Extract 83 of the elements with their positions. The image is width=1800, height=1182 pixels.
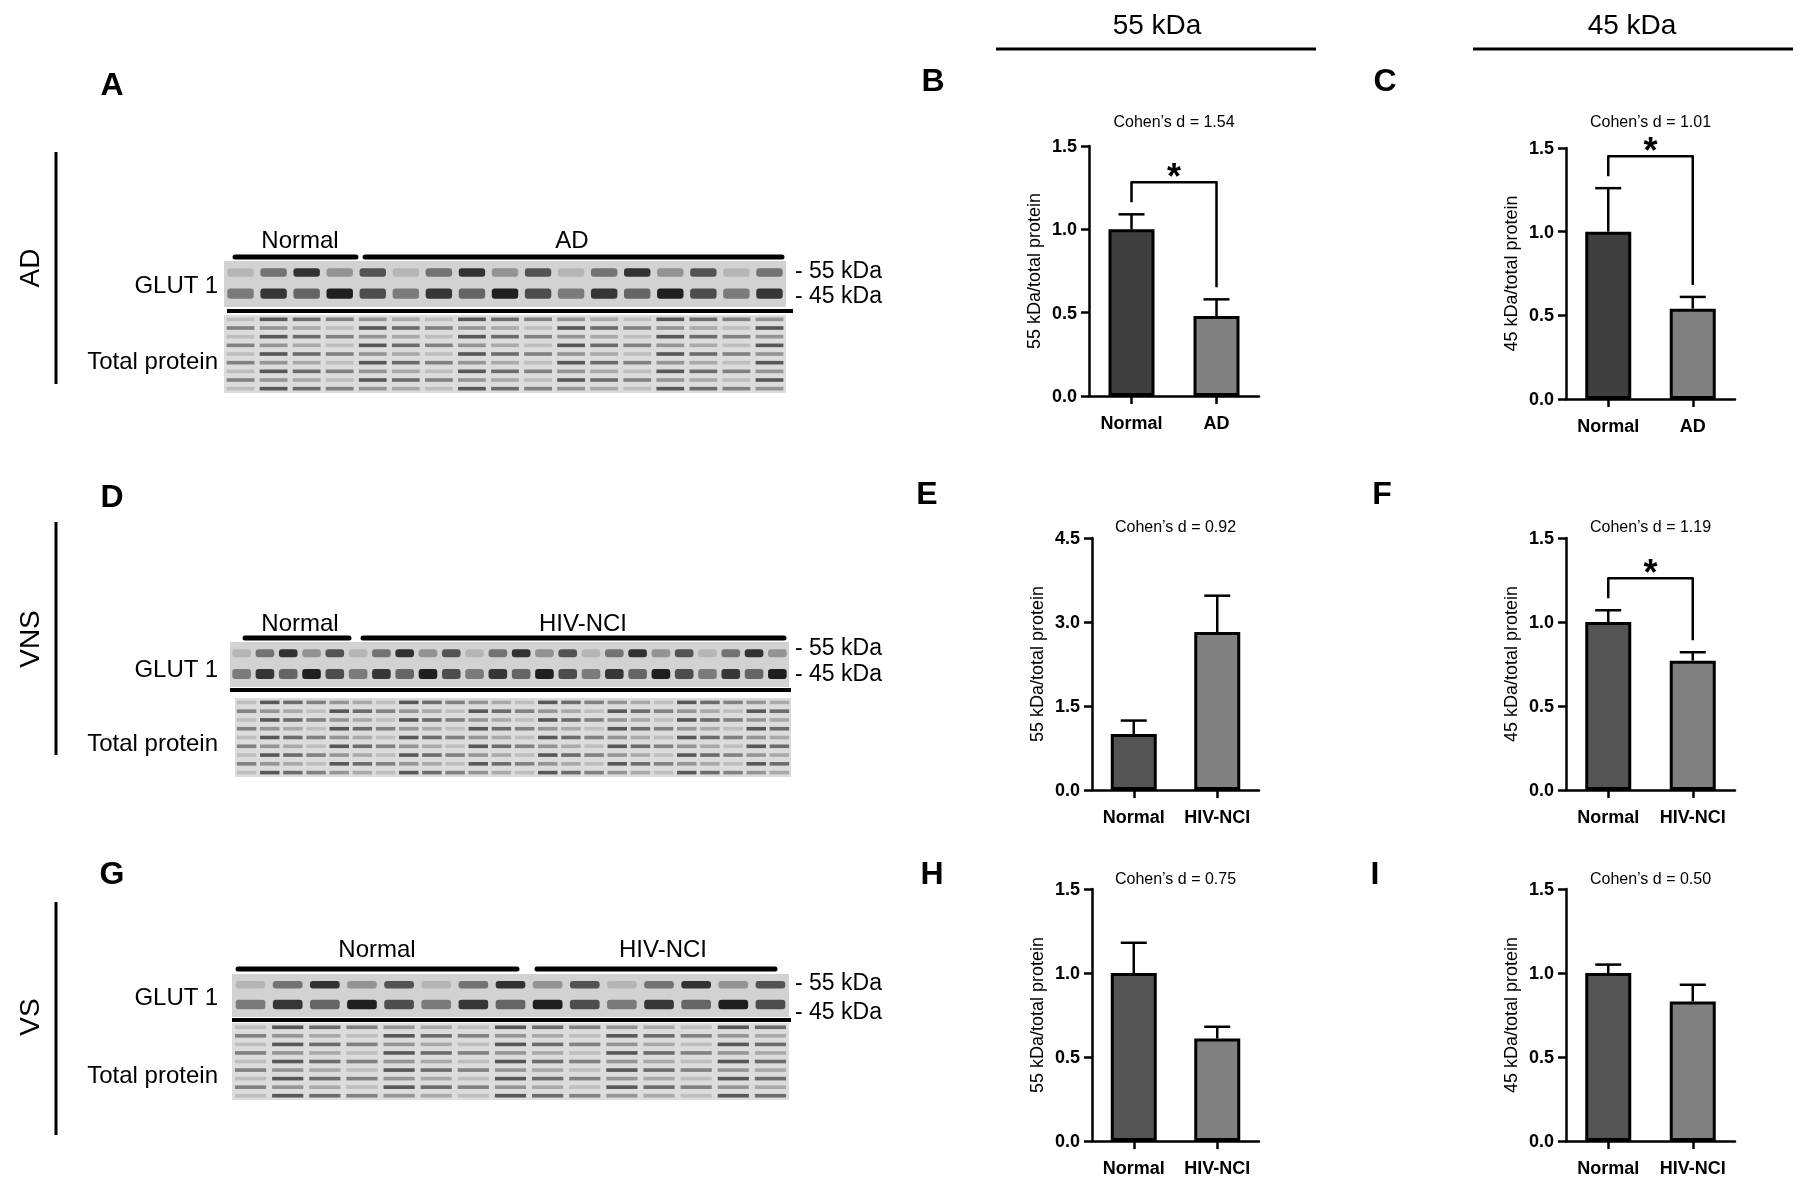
y-tick-label: 0.0 — [1528, 780, 1554, 800]
y-tick-label: 0.5 — [1528, 305, 1554, 326]
text: Normal — [338, 934, 416, 962]
text: 45 kDa — [1587, 8, 1677, 40]
y-tick-label: 0.0 — [1528, 389, 1554, 409]
chart-title: Cohen’s d = 1.54 — [1113, 112, 1235, 130]
y-axis-title: 45 kDa/total protein — [1501, 585, 1521, 743]
text: VNS — [13, 610, 45, 668]
y-tick-label: 1.0 — [1528, 612, 1554, 632]
y-tick-label: 4.5 — [1054, 528, 1080, 548]
text: AD — [555, 225, 589, 253]
y-tick-label: 0.5 — [1051, 302, 1077, 323]
x-tick-label: Normal — [1577, 807, 1640, 827]
y-tick-label: 0.5 — [1054, 1047, 1080, 1067]
text: GLUT 1 — [134, 982, 218, 1010]
y-tick-label: 0.0 — [1051, 386, 1077, 406]
chart-title: Cohen’s d = 0.75 — [1114, 869, 1237, 887]
annotation: * — [1166, 155, 1182, 197]
y-tick-label: 1.0 — [1054, 963, 1080, 983]
y-tick-label: 3.0 — [1054, 612, 1080, 632]
text: - 55 kDa — [795, 257, 883, 283]
y-axis-title: 55 kDa/total protein — [1027, 936, 1047, 1094]
y-axis-title: 55 kDa/total protein — [1027, 585, 1047, 743]
text: C — [1373, 62, 1397, 98]
chart-title: Cohen’s d = 0.50 — [1589, 869, 1712, 887]
text: H — [920, 855, 944, 891]
x-tick-label: Normal — [1102, 1158, 1165, 1178]
y-axis-title: 45 kDa/total protein — [1501, 195, 1521, 352]
x-tick-label: HIV-NCI — [1659, 1158, 1726, 1178]
y-tick-label: 1.0 — [1528, 221, 1554, 242]
text: B — [921, 62, 945, 98]
x-tick-label: HIV-NCI — [1659, 807, 1726, 827]
x-tick-label: Normal — [1100, 413, 1163, 433]
y-tick-label: 0.0 — [1054, 780, 1080, 800]
annotation: * — [1643, 129, 1658, 171]
x-tick-label: HIV-NCI — [1184, 807, 1251, 827]
text: - 45 kDa — [795, 282, 883, 308]
text: HIV-NCI — [618, 934, 708, 962]
text: Total protein — [87, 346, 218, 374]
text: Total protein — [87, 1060, 218, 1088]
text: F — [1372, 475, 1392, 511]
y-tick-label: 1.5 — [1528, 528, 1554, 548]
y-tick-label: 1.5 — [1054, 696, 1080, 716]
y-axis-title: 55 kDa/total protein — [1024, 192, 1044, 350]
text: VS — [13, 998, 45, 1036]
text: D — [100, 478, 124, 514]
x-tick-label: HIV-NCI — [1184, 1158, 1251, 1178]
chart-title: Cohen’s d = 1.01 — [1589, 112, 1712, 130]
x-tick-label: AD — [1203, 413, 1230, 433]
y-tick-label: 1.5 — [1051, 136, 1077, 156]
x-tick-label: Normal — [1102, 807, 1165, 827]
text: Total protein — [87, 728, 218, 756]
y-tick-label: 1.0 — [1528, 963, 1554, 983]
text: AD — [13, 248, 45, 288]
y-tick-label: 1.5 — [1528, 879, 1554, 899]
x-tick-label: AD — [1679, 416, 1706, 436]
text: - 45 kDa — [795, 998, 883, 1024]
text: - 55 kDa — [795, 969, 883, 995]
text: HIV-NCI — [538, 608, 628, 636]
x-tick-label: Normal — [1577, 1158, 1640, 1178]
y-axis-title: 45 kDa/total protein — [1501, 936, 1521, 1094]
y-tick-label: 1.5 — [1528, 138, 1554, 158]
annotation: * — [1643, 551, 1658, 593]
y-tick-label: 0.5 — [1528, 696, 1554, 716]
text: GLUT 1 — [134, 654, 218, 682]
text: A — [100, 66, 124, 102]
text: Normal — [261, 225, 339, 253]
text: Normal — [261, 608, 339, 636]
text: 55 kDa — [1112, 8, 1202, 40]
y-tick-label: 0.0 — [1528, 1131, 1554, 1151]
y-tick-label: 1.5 — [1054, 879, 1080, 899]
text: I — [1370, 855, 1380, 891]
text: - 55 kDa — [795, 634, 883, 660]
x-tick-label: Normal — [1577, 416, 1640, 436]
chart-title: Cohen’s d = 1.19 — [1589, 517, 1712, 535]
text: - 45 kDa — [795, 660, 883, 686]
text: G — [99, 855, 125, 891]
text: GLUT 1 — [134, 270, 218, 298]
y-tick-label: 0.0 — [1054, 1131, 1080, 1151]
text: E — [916, 475, 938, 511]
chart-title: Cohen’s d = 0.92 — [1114, 517, 1237, 535]
y-tick-label: 1.0 — [1051, 219, 1077, 240]
y-tick-label: 0.5 — [1528, 1047, 1554, 1067]
